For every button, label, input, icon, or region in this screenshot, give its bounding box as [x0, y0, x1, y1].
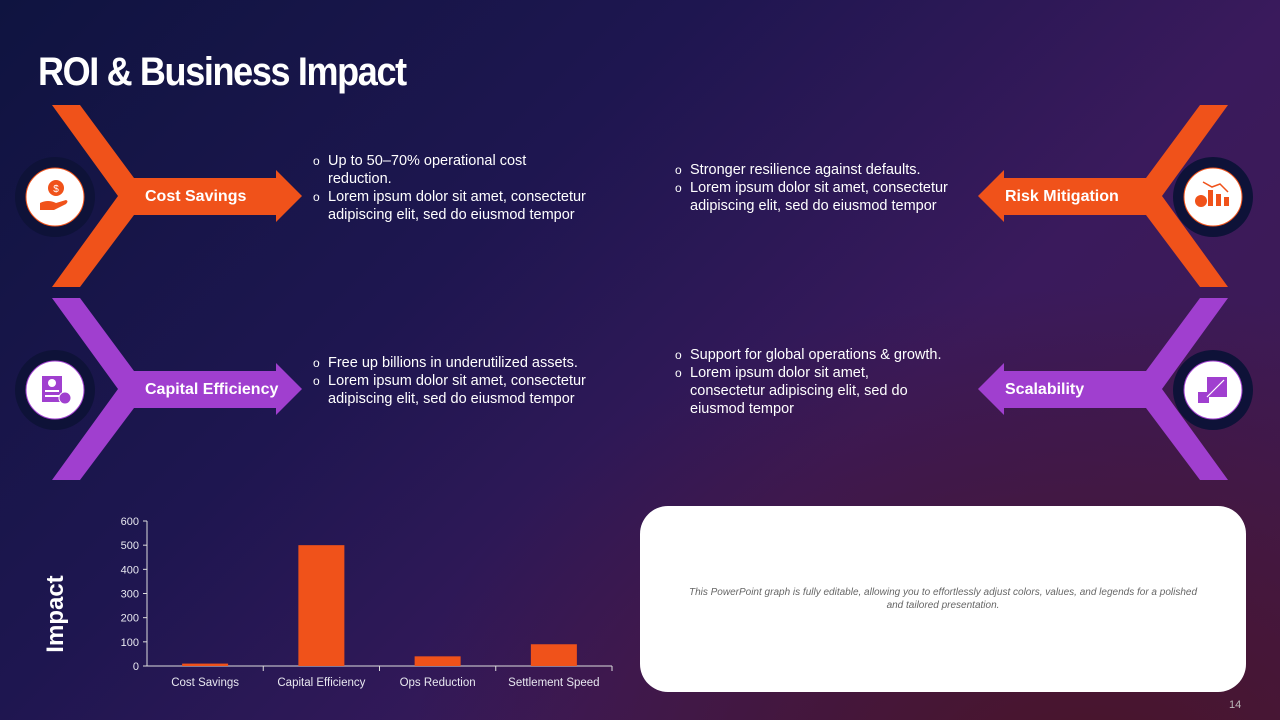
note-text: This PowerPoint graph is fully editable,… — [688, 587, 1198, 611]
y-tick-label: 600 — [121, 516, 139, 528]
bar-cost-savings — [182, 663, 229, 666]
y-tick-label: 0 — [133, 661, 139, 673]
y-tick-label: 100 — [121, 637, 139, 649]
page-number: 14 — [1229, 699, 1242, 711]
x-tick-label: Capital Efficiency — [277, 677, 365, 689]
bullet-item: Up to 50–70% operational cost reduction. — [313, 152, 593, 188]
bar-settlement-speed — [530, 644, 577, 666]
y-tick-label: 200 — [121, 613, 139, 625]
clipboard-percent-icon — [15, 350, 95, 430]
x-tick-label: Settlement Speed — [508, 677, 599, 689]
bullet-item: Free up billions in underutilized assets… — [313, 354, 603, 372]
bullet-item: Lorem ipsum dolor sit amet, consectetur … — [675, 179, 965, 215]
y-tick-label: 400 — [121, 564, 139, 576]
scalability-bullets: Support for global operations & growth. … — [675, 346, 945, 418]
cost-savings-bullets: Up to 50–70% operational cost reduction.… — [313, 152, 593, 224]
x-tick-label: Ops Reduction — [400, 677, 476, 689]
cost-savings-arrow — [52, 105, 302, 287]
impact-bar-chart: 0 100 200 300 400 500 600 Cost Savings Capital E… — [121, 516, 613, 689]
bar-ops-reduction — [414, 656, 461, 666]
risk-mitigation-arrow — [978, 105, 1228, 287]
x-tick-label: Cost Savings — [171, 677, 239, 689]
risk-mitigation-bullets: Stronger resilience against defaults. Lo… — [675, 161, 965, 215]
note-card: This PowerPoint graph is fully editable,… — [640, 506, 1246, 692]
y-tick-label: 500 — [121, 540, 139, 552]
bullet-item: Lorem ipsum dolor sit amet, consectetur … — [313, 372, 603, 408]
capital-efficiency-arrow — [52, 298, 302, 480]
capital-efficiency-bullets: Free up billions in underutilized assets… — [313, 354, 603, 408]
bullet-item: Lorem ipsum dolor sit amet, consectetur … — [313, 188, 593, 224]
risk-chart-gear-icon — [1173, 157, 1253, 237]
risk-mitigation-label: Risk Mitigation — [1005, 188, 1119, 205]
bullet-item: Lorem ipsum dolor sit amet, consectetur … — [675, 364, 945, 418]
bullet-item: Support for global operations & growth. — [675, 346, 945, 364]
bullet-item: Stronger resilience against defaults. — [675, 161, 965, 179]
scalability-label: Scalability — [1005, 381, 1085, 398]
bar-capital-efficiency — [298, 545, 345, 666]
cost-savings-label: Cost Savings — [145, 188, 247, 205]
page-title: ROI & Business Impact — [38, 50, 407, 94]
y-tick-label: 300 — [121, 589, 139, 601]
capital-efficiency-label: Capital Efficiency — [145, 381, 279, 398]
chart-y-axis-label: Impact — [42, 575, 69, 653]
scale-resize-icon — [1173, 350, 1253, 430]
money-hand-icon: $ — [15, 157, 95, 237]
scalability-arrow — [978, 298, 1228, 480]
svg-text:$: $ — [53, 184, 59, 195]
